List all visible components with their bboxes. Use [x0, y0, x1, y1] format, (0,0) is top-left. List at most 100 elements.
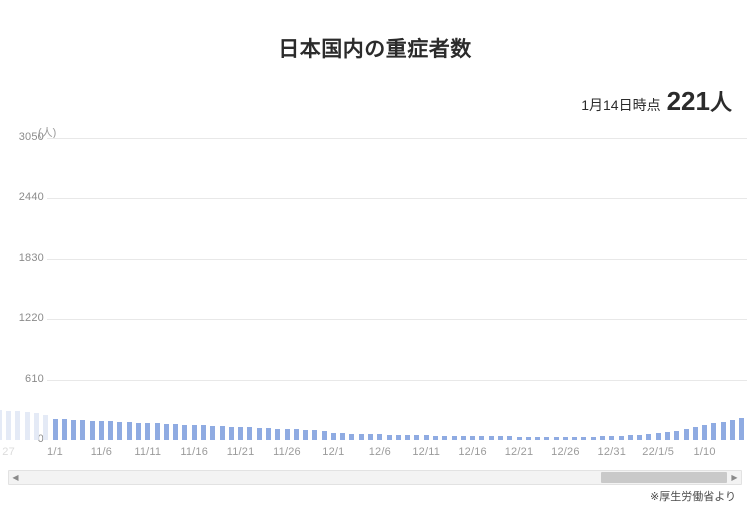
bar[interactable]	[572, 436, 578, 440]
x-axis-tick-label: 11/21	[226, 446, 255, 458]
bar[interactable]	[200, 425, 206, 440]
x-axis-tick-label: 11/6	[90, 446, 113, 458]
bar[interactable]	[729, 419, 735, 440]
bar[interactable]	[303, 429, 309, 440]
bar[interactable]	[646, 433, 652, 440]
scroll-left-arrow-icon[interactable]: ◀	[12, 473, 19, 482]
bar[interactable]	[256, 427, 262, 440]
bar[interactable]	[637, 434, 643, 440]
bar[interactable]	[61, 419, 67, 440]
bar[interactable]	[664, 431, 670, 440]
bar[interactable]	[432, 435, 438, 440]
x-axis-tick-label: 12/16	[458, 446, 487, 458]
bar[interactable]	[386, 434, 392, 440]
bar[interactable]	[293, 429, 299, 440]
bar[interactable]	[358, 434, 364, 440]
source-note: ※厚生労働省より	[650, 491, 736, 503]
chart-plot-area: (人) 3050 2440 1830 1220 610 0	[0, 120, 750, 460]
bar[interactable]	[497, 436, 503, 440]
bar[interactable]	[739, 418, 745, 440]
bar[interactable]	[395, 434, 401, 440]
bar[interactable]	[191, 424, 197, 440]
bar[interactable]	[145, 422, 151, 440]
bar[interactable]	[228, 426, 234, 440]
bar[interactable]	[711, 423, 717, 440]
bar-offscreen	[43, 414, 49, 440]
bar[interactable]	[182, 424, 188, 440]
bar[interactable]	[590, 436, 596, 440]
bar[interactable]	[442, 435, 448, 440]
bar[interactable]	[52, 418, 58, 440]
bar[interactable]	[609, 436, 615, 440]
bar[interactable]	[488, 436, 494, 440]
bar[interactable]	[460, 436, 466, 440]
bar[interactable]	[210, 425, 216, 440]
bar[interactable]	[126, 422, 132, 440]
bar[interactable]	[544, 436, 550, 440]
bar[interactable]	[720, 421, 726, 440]
bar[interactable]	[627, 435, 633, 440]
bar[interactable]	[702, 425, 708, 440]
bar[interactable]	[265, 428, 271, 440]
x-axis-tick-labels: 27 1/1 11/6 11/11 11/16 11/21 11/26 12/1 12/6 12/…	[0, 446, 750, 464]
gridline	[47, 258, 747, 260]
bar[interactable]	[108, 421, 114, 440]
bar[interactable]	[655, 432, 661, 440]
bar[interactable]	[284, 428, 290, 440]
bar[interactable]	[340, 433, 346, 440]
bar[interactable]	[321, 430, 327, 440]
x-axis-tick-label: 12/11	[412, 446, 441, 458]
bar[interactable]	[80, 420, 86, 440]
bar[interactable]	[525, 436, 531, 440]
x-axis-tick-label: 12/31	[597, 446, 627, 458]
bar[interactable]	[516, 436, 522, 440]
bar[interactable]	[451, 435, 457, 440]
scroll-right-arrow-icon[interactable]: ▶	[731, 473, 738, 482]
x-axis-tick-label: 1/1	[47, 446, 63, 458]
bar-offscreen	[15, 411, 21, 440]
bar[interactable]	[275, 428, 281, 440]
bar[interactable]	[173, 424, 179, 440]
bar[interactable]	[163, 423, 169, 440]
bar-offscreen	[24, 412, 30, 440]
bar[interactable]	[692, 427, 698, 440]
bar[interactable]	[238, 426, 244, 440]
bar[interactable]	[535, 436, 541, 440]
horizontal-scrollbar[interactable]: ◀ ▶	[8, 470, 742, 485]
scrollbar-thumb[interactable]	[601, 472, 727, 483]
bar[interactable]	[368, 434, 374, 440]
bar[interactable]	[136, 422, 142, 440]
bar[interactable]	[117, 421, 123, 440]
bar[interactable]	[553, 436, 559, 440]
bar[interactable]	[479, 436, 485, 440]
bar[interactable]	[71, 419, 77, 440]
bar[interactable]	[98, 421, 104, 440]
bar[interactable]	[89, 420, 95, 440]
bar[interactable]	[562, 436, 568, 440]
bar[interactable]	[683, 429, 689, 440]
bar[interactable]	[330, 433, 336, 440]
bar[interactable]	[247, 427, 253, 440]
bar[interactable]	[154, 423, 160, 440]
bar[interactable]	[414, 435, 420, 440]
summary-value: 221	[666, 86, 710, 116]
bar-offscreen	[33, 413, 39, 440]
gridline	[47, 379, 747, 381]
bar[interactable]	[618, 435, 624, 440]
x-axis-tick-label: 12/6	[368, 446, 391, 458]
summary-date: 1月14日時点	[581, 97, 661, 113]
bar[interactable]	[600, 436, 606, 440]
y-axis-tick-label: 610	[25, 372, 44, 385]
bar[interactable]	[423, 435, 429, 440]
bar[interactable]	[507, 436, 513, 440]
bar[interactable]	[312, 430, 318, 440]
bar[interactable]	[470, 436, 476, 440]
bar[interactable]	[219, 426, 225, 440]
bar[interactable]	[377, 434, 383, 440]
bar[interactable]	[581, 436, 587, 440]
gridline	[47, 198, 747, 200]
bar[interactable]	[349, 433, 355, 440]
bar[interactable]	[674, 430, 680, 440]
bar[interactable]	[405, 435, 411, 440]
